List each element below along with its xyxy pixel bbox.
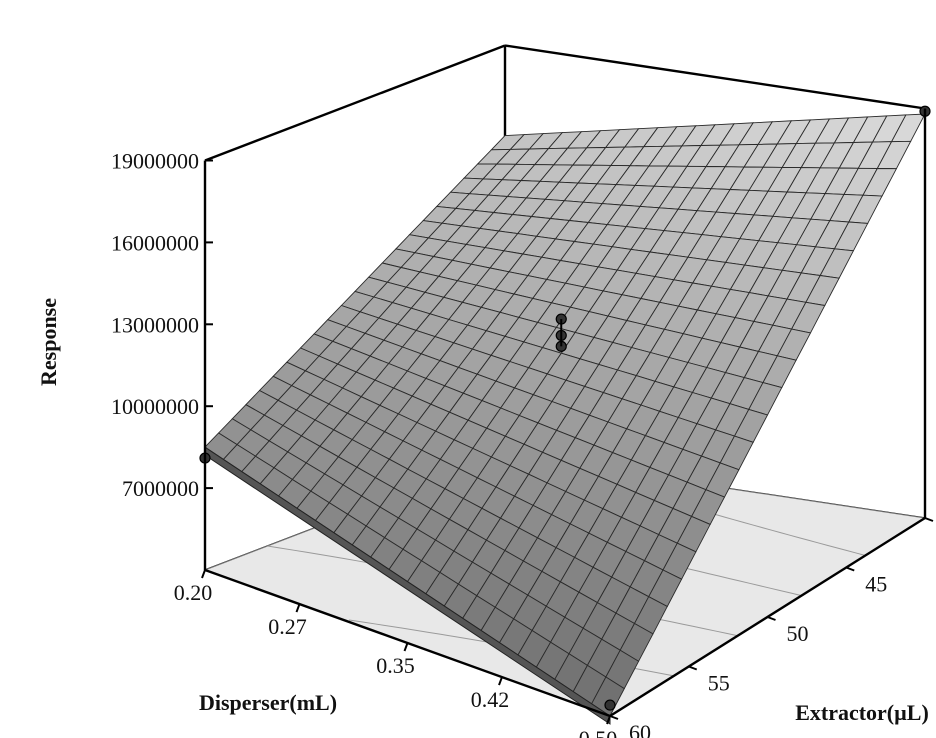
y-axis-title: Extractor(µL) (795, 700, 929, 725)
y-tick-label: 55 (708, 671, 730, 696)
x-tick-label: 0.50 (579, 726, 618, 738)
y-tick (609, 715, 619, 720)
y-tick (845, 566, 855, 572)
x-tick (403, 642, 409, 652)
front-frame (201, 108, 934, 725)
x-tick (498, 676, 503, 686)
z-tick-label: 19000000 (111, 149, 199, 174)
x-tick-label: 0.27 (268, 614, 307, 639)
y-tick-label: 60 (629, 720, 651, 738)
x-tick (295, 603, 301, 613)
y-tick (767, 616, 776, 621)
x-axis-title: Disperser(mL) (199, 690, 337, 715)
x-tick-label: 0.20 (174, 580, 213, 605)
design-points (199, 105, 931, 711)
top-right-edge (504, 44, 926, 110)
y-tick-label: 50 (787, 621, 809, 646)
x-tick (201, 569, 206, 579)
design-point (604, 699, 616, 711)
x-tick (606, 715, 611, 725)
z-axis-title: Response (36, 298, 61, 386)
z-tick-label: 16000000 (111, 230, 199, 255)
z-tick-label: 13000000 (111, 312, 199, 337)
z-tick-label: 10000000 (111, 394, 199, 419)
response-surface (204, 113, 926, 725)
top-left-edge (204, 44, 506, 162)
z-tick-label: 7000000 (122, 476, 199, 501)
x-tick-label: 0.35 (376, 653, 415, 678)
x-tick-label: 0.42 (471, 687, 510, 712)
tick-labels: 7000000 10000000 13000000 16000000 19000000 0… (111, 149, 887, 738)
y-tick (688, 665, 698, 671)
y-tick (924, 517, 934, 522)
y-tick-label: 45 (865, 572, 887, 597)
